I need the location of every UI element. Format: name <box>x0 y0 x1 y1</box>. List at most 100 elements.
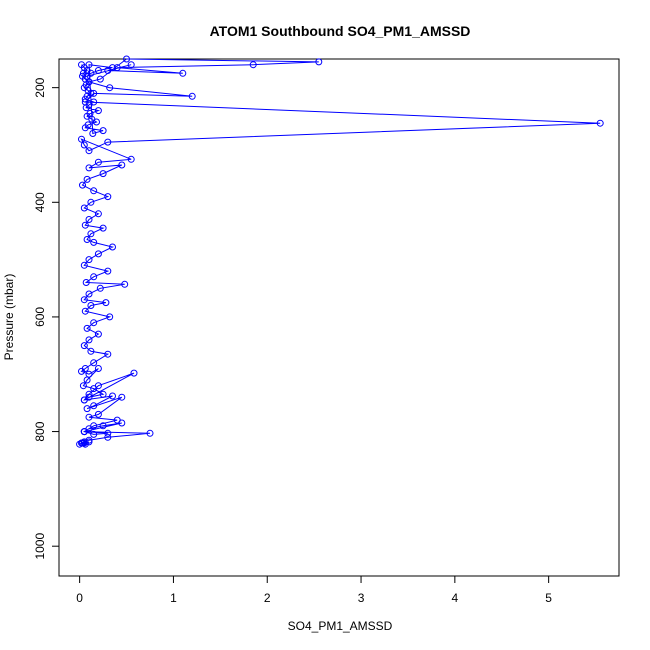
data-point <box>99 390 107 398</box>
data-point <box>90 319 98 327</box>
data-point <box>113 64 121 72</box>
x-axis-label: SO4_PM1_AMSSD <box>288 619 393 633</box>
data-point <box>90 402 98 410</box>
data-point <box>83 175 91 183</box>
data-point <box>94 210 102 218</box>
data-point <box>85 336 93 344</box>
x-tick-label: 3 <box>358 591 365 605</box>
data-point <box>82 279 90 286</box>
data-point <box>87 198 95 206</box>
plot-frame <box>58 58 620 577</box>
data-point <box>94 67 102 74</box>
data-point <box>80 396 88 404</box>
data-point <box>104 267 112 275</box>
data-point <box>85 413 93 421</box>
y-tick-label: 400 <box>33 192 47 212</box>
data-point <box>104 433 112 441</box>
y-tick-label: 600 <box>33 307 47 327</box>
y-axis-label: Pressure (mbar) <box>2 274 16 361</box>
data-point <box>90 187 98 195</box>
data-point <box>80 261 88 269</box>
data-point <box>85 438 93 446</box>
x-axis: 0 1 2 3 4 5 <box>76 575 552 605</box>
data-point <box>99 170 107 178</box>
data-point <box>85 164 93 172</box>
data-point <box>127 155 135 163</box>
data-point <box>93 118 100 126</box>
data-point <box>81 221 89 229</box>
data-point <box>85 256 93 264</box>
x-tick-label: 0 <box>76 591 83 605</box>
data-point <box>94 330 102 338</box>
data-point <box>94 410 102 418</box>
data-point <box>87 347 95 355</box>
data-point <box>85 61 93 69</box>
data-point <box>104 350 112 358</box>
data-point <box>94 365 102 372</box>
data-point <box>83 376 91 384</box>
data-point <box>596 119 604 127</box>
data-point <box>123 55 130 63</box>
data-point <box>80 296 88 304</box>
data-point <box>106 84 114 92</box>
data-point <box>315 58 323 66</box>
data-point <box>81 124 89 132</box>
data-point <box>87 302 95 309</box>
data-point <box>85 147 93 155</box>
data-point <box>104 193 112 201</box>
x-tick-label: 1 <box>170 591 177 605</box>
data-point <box>104 429 112 437</box>
data-point <box>85 390 93 398</box>
data-point <box>85 216 93 223</box>
y-tick-label: 800 <box>33 421 47 441</box>
data-point <box>127 61 135 69</box>
data-point <box>81 95 89 103</box>
data-point <box>90 89 98 97</box>
data-point <box>90 359 98 367</box>
x-tick-label: 4 <box>452 591 459 605</box>
data-point <box>80 428 88 436</box>
data-point <box>94 250 102 258</box>
data-point <box>106 313 114 321</box>
data-point <box>188 92 196 100</box>
data-point <box>104 67 112 74</box>
data-point <box>179 69 187 77</box>
data-point <box>121 280 129 288</box>
data-point <box>81 307 89 315</box>
data-point <box>80 141 88 149</box>
data-point <box>89 130 97 137</box>
data-point <box>94 158 102 166</box>
y-tick-label: 1000 <box>33 533 47 560</box>
data-point <box>87 230 95 238</box>
data-point <box>90 430 98 438</box>
data-point <box>90 273 98 281</box>
data-point <box>79 439 86 447</box>
series-line <box>79 58 601 445</box>
x-tick-label: 2 <box>264 591 271 605</box>
y-axis: 200 400 600 800 1000 <box>33 77 60 560</box>
data-point <box>96 284 104 292</box>
data-point <box>85 78 93 86</box>
data-point <box>99 422 107 430</box>
data-point <box>94 382 102 390</box>
data-point <box>130 369 138 377</box>
data-point <box>118 419 126 427</box>
data-point <box>80 204 88 212</box>
data-point <box>118 161 126 169</box>
data-point <box>81 98 89 106</box>
data-point <box>109 392 116 400</box>
data-point <box>80 342 88 350</box>
data-point <box>83 236 91 243</box>
data-layer <box>76 55 604 448</box>
data-point <box>118 393 126 401</box>
data-point <box>94 107 102 115</box>
data-point <box>90 238 98 246</box>
data-point <box>102 299 110 307</box>
x-tick-label: 5 <box>545 591 552 605</box>
data-point <box>104 138 112 146</box>
data-point <box>83 405 91 413</box>
data-point <box>96 75 104 83</box>
data-point <box>78 135 85 143</box>
chart-title: ATOM1 Southbound SO4_PM1_AMSSD <box>210 23 471 39</box>
